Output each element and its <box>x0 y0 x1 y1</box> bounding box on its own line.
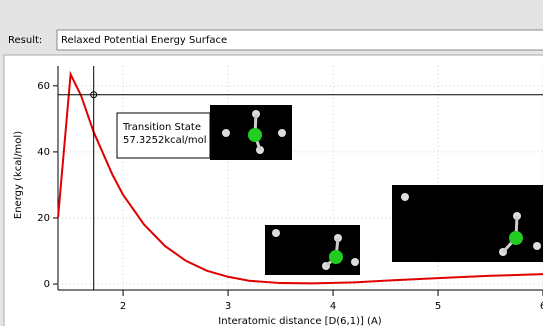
window: Result: Relaxed Potential Energy Surface… <box>0 0 543 326</box>
y-tick-label: 0 <box>44 279 50 290</box>
y-tick-label: 40 <box>37 147 50 158</box>
x-axis-label: Interatomic distance [D(6,1)] (A) <box>218 316 382 326</box>
y-tick-label: 60 <box>37 81 50 92</box>
molecule-image <box>265 225 360 275</box>
molecule-image <box>210 105 292 160</box>
annotation-value: 57.3252kcal/mol <box>123 135 207 146</box>
x-tick-label: 2 <box>120 301 126 312</box>
x-tick-label: 5 <box>435 301 441 312</box>
x-tick-label: 3 <box>225 301 231 312</box>
molecule-image <box>392 185 543 262</box>
result-value: Relaxed Potential Energy Surface <box>61 35 227 46</box>
annotation-title: Transition State <box>122 122 201 133</box>
result-label: Result: <box>8 35 42 46</box>
y-tick-label: 20 <box>37 213 50 224</box>
y-axis-label: Energy (kcal/mol) <box>13 131 24 219</box>
x-tick-label: 4 <box>330 301 336 312</box>
page: Result: Relaxed Potential Energy Surface… <box>0 0 543 326</box>
